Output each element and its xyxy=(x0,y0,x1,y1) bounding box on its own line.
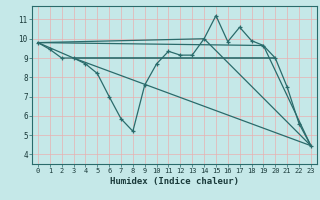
X-axis label: Humidex (Indice chaleur): Humidex (Indice chaleur) xyxy=(110,177,239,186)
